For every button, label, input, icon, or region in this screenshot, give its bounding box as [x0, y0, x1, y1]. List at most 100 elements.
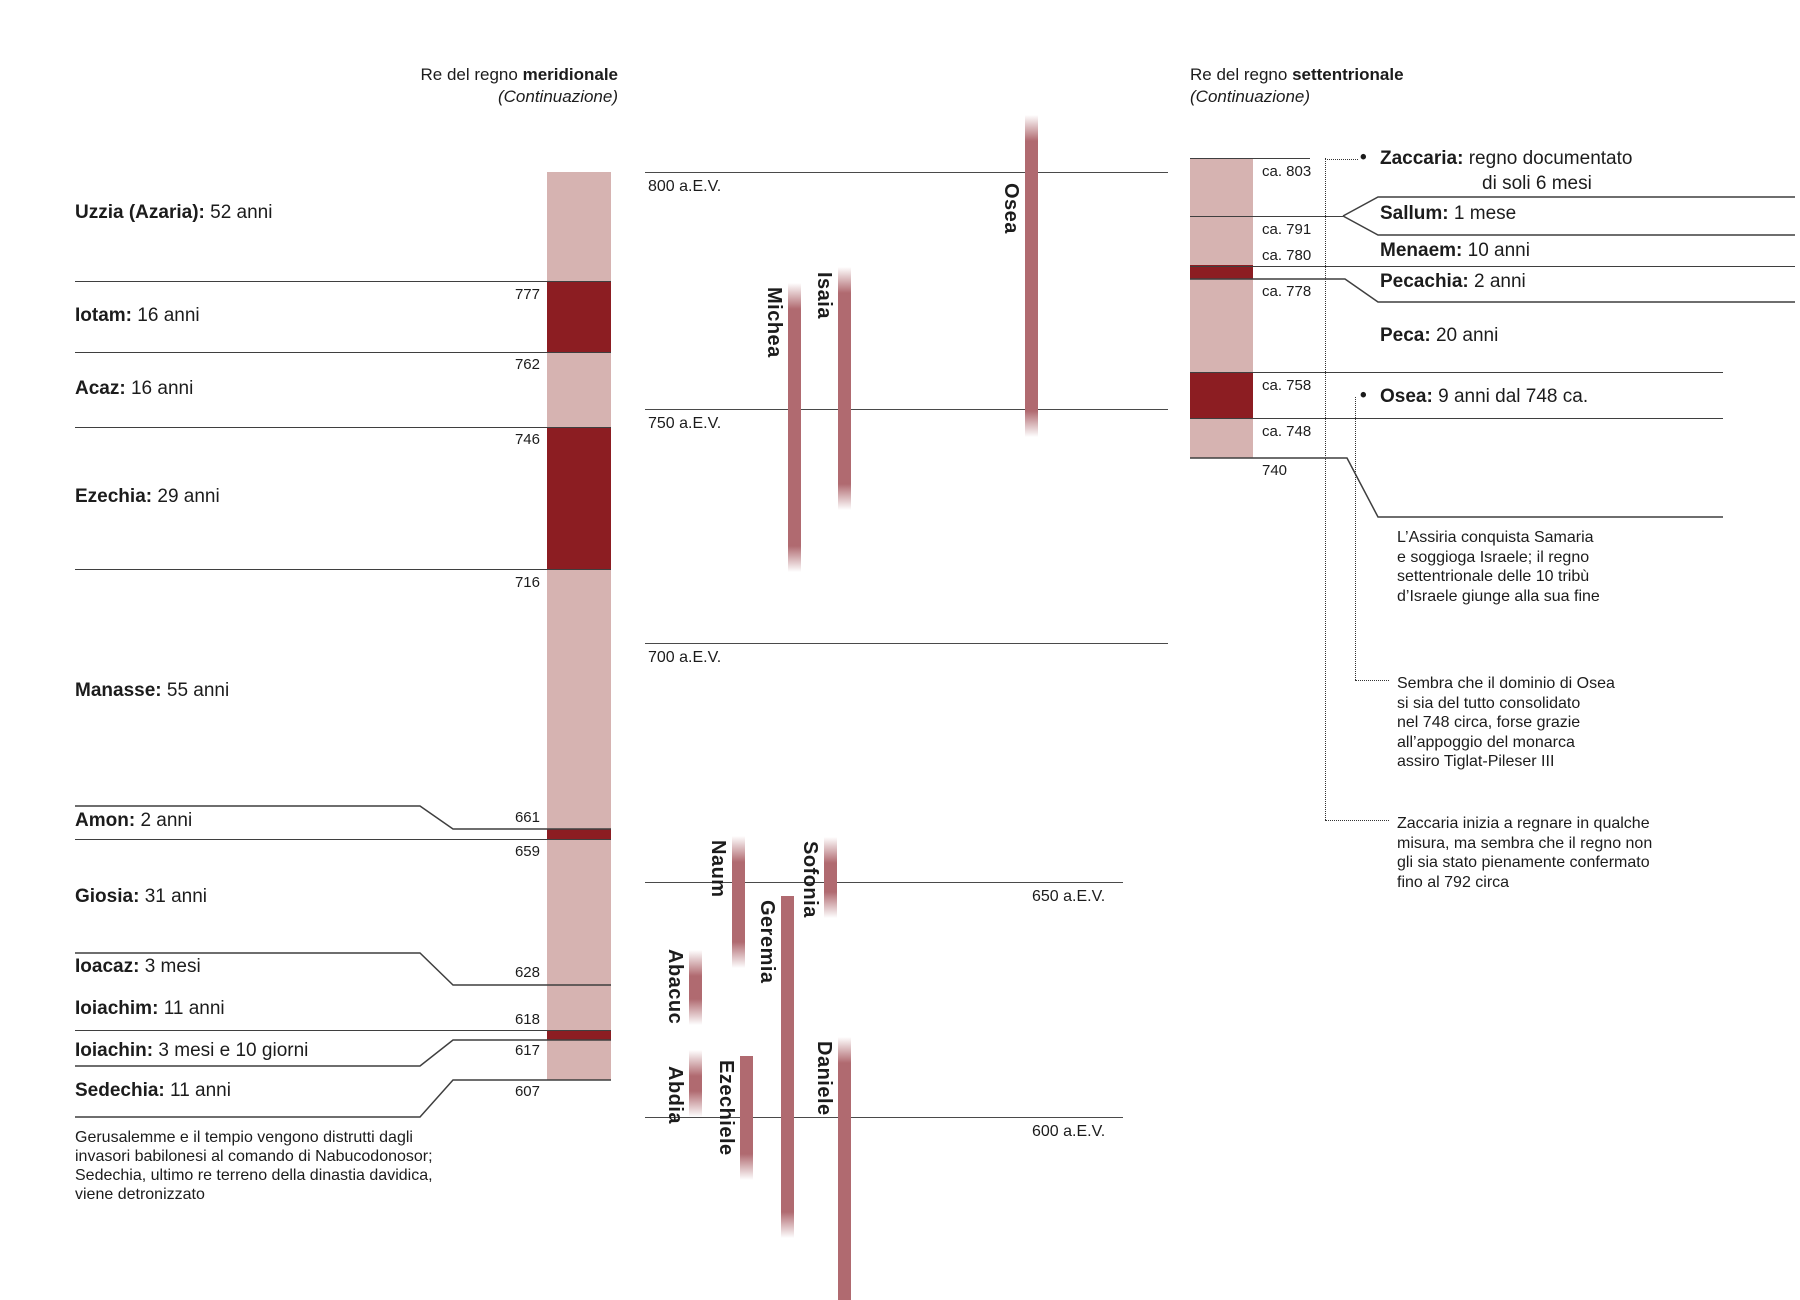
- bar-zaccaria-sallum: [1190, 158, 1253, 216]
- year-777: 777: [514, 286, 540, 303]
- line-777: [75, 281, 611, 282]
- year-617: 617: [514, 1042, 540, 1059]
- king-label-acaz: Acaz: 16 anni: [75, 378, 194, 399]
- prophet-label-abacuc: Abacuc: [664, 949, 686, 1025]
- gridline-700: [645, 643, 1168, 644]
- prophet-label-geremia: Geremia: [756, 900, 778, 984]
- line-716: [75, 569, 611, 570]
- dotted-line-zaccaria-vertical: [1325, 158, 1326, 820]
- note-osea-consolidato: Sembra che il dominio di Osea si sia del…: [1397, 675, 1615, 770]
- king-label-amon: Amon: 2 anni: [75, 810, 193, 831]
- bar-amon: [547, 829, 611, 839]
- year-607: 607: [514, 1083, 540, 1100]
- bar-sedechia: [547, 1040, 611, 1080]
- king-label-osea: Osea: 9 anni dal 748 ca.: [1380, 386, 1589, 407]
- bar-giosia-ioiachim: [547, 839, 611, 1030]
- bar-osea: [1190, 418, 1253, 458]
- king-label-menaem: Menaem: 10 anni: [1380, 240, 1530, 261]
- dotted-line-zaccaria-top: [1325, 159, 1358, 160]
- year-716: 716: [514, 574, 540, 591]
- king-label-giosia: Giosia: 31 anni: [75, 886, 208, 907]
- prophet-bar-ezechiele: [740, 1056, 753, 1180]
- left-header: Re del regno meridionale (Continuazione): [318, 64, 619, 108]
- line-659: [75, 839, 611, 840]
- bar-pecachia: [1190, 265, 1253, 279]
- osea-bullet: •: [1360, 385, 1367, 406]
- king-label-pecachia: Pecachia: 2 anni: [1380, 271, 1526, 292]
- left-footnote: Gerusalemme e il tempio vengono distrutt…: [75, 1129, 433, 1203]
- dotted-line-sembra-stub: [1355, 680, 1389, 681]
- prophet-bar-isaia: [838, 267, 851, 510]
- king-label-ioacaz: Ioacaz: 3 mesi: [75, 956, 201, 977]
- left-header-line1: Re del regno meridionale: [420, 65, 619, 84]
- year-628: 628: [514, 964, 540, 981]
- gridline-650: [645, 882, 1123, 883]
- bar-peca: [1190, 279, 1253, 372]
- right-header-line2: (Continuazione): [1190, 87, 1311, 106]
- right-header: Re del regno settentrionale (Continuazio…: [1190, 64, 1404, 108]
- timeline-label-600: 600 a.E.V.: [1032, 1123, 1106, 1140]
- year-762: 762: [514, 356, 540, 373]
- prophet-label-michea: Michea: [763, 287, 785, 358]
- prophet-bar-osea: [1025, 115, 1038, 437]
- year-740: 740: [1262, 462, 1288, 479]
- zaccaria-bullet: •: [1360, 147, 1367, 168]
- prophet-label-daniele: Daniele: [813, 1041, 835, 1116]
- timeline-label-700: 700 a.E.V.: [648, 649, 722, 666]
- prophet-bar-abacuc: [689, 950, 702, 1025]
- prophet-label-abdia: Abdia: [664, 1066, 686, 1125]
- prophet-label-sofonia: Sofonia: [799, 841, 821, 918]
- note-assiria: L’Assiria conquista Samaria e soggioga I…: [1397, 529, 1600, 605]
- king-label-zaccaria: Zaccaria: regno documentato: [1380, 148, 1633, 169]
- bar-uzzia: [547, 172, 611, 281]
- line-ca748: [1190, 418, 1723, 419]
- king-label-ioiachin: Ioiachin: 3 mesi e 10 giorni: [75, 1040, 309, 1061]
- year-ca803: ca. 803: [1262, 163, 1312, 180]
- prophet-bar-sofonia: [824, 837, 837, 918]
- year-ca791: ca. 791: [1262, 221, 1312, 238]
- king-label-manasse: Manasse: 55 anni: [75, 680, 230, 701]
- bar-ioiachin: [547, 1030, 611, 1040]
- line-762: [75, 352, 611, 353]
- year-661: 661: [514, 809, 540, 826]
- timeline-label-800: 800 a.E.V.: [648, 178, 722, 195]
- left-header-line2: (Continuazione): [497, 87, 618, 106]
- king-label-peca: Peca: 20 anni: [1380, 325, 1499, 346]
- bar-manasse: [547, 569, 611, 829]
- prophet-bar-michea: [788, 283, 801, 572]
- right-header-line1: Re del regno settentrionale: [1190, 65, 1404, 84]
- king-label-sedechia: Sedechia: 11 anni: [75, 1080, 231, 1101]
- dotted-line-osea-vertical: [1355, 397, 1356, 680]
- year-ca778: ca. 778: [1262, 283, 1312, 300]
- king-label-sallum: Sallum: 1 mese: [1380, 203, 1517, 224]
- king-label-ezechia: Ezechia: 29 anni: [75, 486, 220, 507]
- timeline-label-750: 750 a.E.V.: [648, 415, 722, 432]
- bar-osea-unconsolidated: [1190, 372, 1253, 418]
- line-ca803: [1190, 158, 1310, 159]
- king-label-zaccaria-line2: di soli 6 mesi: [1482, 173, 1592, 194]
- prophet-label-naum: Naum: [707, 840, 729, 898]
- timeline-label-650: 650 a.E.V.: [1032, 888, 1106, 905]
- line-618: [75, 1030, 611, 1031]
- prophet-bar-abdia: [689, 1050, 702, 1117]
- prophet-bar-naum: [732, 836, 745, 968]
- gridline-750: [645, 409, 1168, 410]
- prophet-label-isaia: Isaia: [813, 272, 835, 319]
- bar-ezechia: [547, 427, 611, 569]
- year-746: 746: [514, 431, 540, 448]
- gridline-600: [645, 1117, 1123, 1118]
- bar-acaz: [547, 352, 611, 427]
- prophet-label-ezechiele: Ezechiele: [715, 1060, 737, 1156]
- bar-menaem: [1190, 216, 1253, 265]
- king-label-iotam: Iotam: 16 anni: [75, 305, 200, 326]
- note-zaccaria-regno: Zaccaria inizia a regnare in qualche mis…: [1397, 815, 1653, 891]
- line-746: [75, 427, 611, 428]
- bar-iotam: [547, 281, 611, 352]
- line-ca780-menaem: [1190, 266, 1795, 267]
- prophet-label-osea: Osea: [1000, 183, 1022, 234]
- prophet-bar-geremia: [781, 896, 794, 1238]
- king-label-uzzia: Uzzia (Azaria): 52 anni: [75, 202, 273, 223]
- king-label-ioiachim: Ioiachim: 11 anni: [75, 998, 225, 1019]
